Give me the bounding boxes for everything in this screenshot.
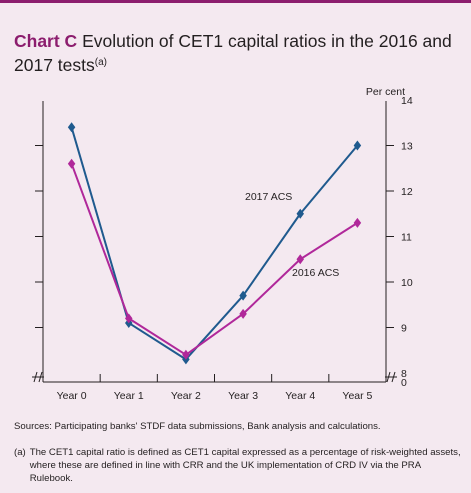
data-point — [239, 290, 247, 301]
y-tick-label: 13 — [401, 141, 413, 153]
footnote-text: The CET1 capital ratio is defined as CET… — [29, 447, 461, 484]
y-tick-label: 11 — [401, 232, 412, 244]
y-tick-label: 9 — [401, 323, 407, 335]
data-point — [125, 313, 133, 324]
x-tick-label: Year 4 — [285, 390, 315, 402]
footnote: (a) The CET1 capital ratio is defined as… — [14, 446, 464, 485]
series-label: 2016 ACS — [292, 267, 339, 279]
y-tick-label: 14 — [401, 95, 413, 107]
data-point — [239, 308, 247, 319]
y-tick-label: 12 — [401, 186, 413, 198]
line-chart: 8 9 10 11 12 13 14 0 Per cent Year 0 Year 1 Year 2 Y… — [32, 86, 413, 402]
x-tick-label: Year 2 — [171, 390, 201, 402]
data-point — [353, 140, 362, 151]
data-point — [353, 217, 362, 228]
data-point — [182, 349, 190, 360]
x-tick-label: Year 3 — [228, 390, 258, 402]
data-point — [67, 158, 76, 169]
data-point — [296, 254, 304, 265]
series-line-2017-acs — [70, 127, 359, 361]
x-tick-label: Year 1 — [114, 390, 144, 402]
y-tick-label: 10 — [401, 277, 413, 289]
y-axis-break-label: 0 — [401, 377, 407, 389]
title-note-marker: (a) — [94, 57, 107, 68]
y-tick-label: 8 — [401, 368, 407, 380]
chart-title-text: Evolution of CET1 capital ratios in the … — [14, 31, 452, 75]
chart-title: Chart C Evolution of CET1 capital ratios… — [14, 30, 459, 76]
series-line-2016-acs — [70, 163, 358, 356]
y-axis-label: Per cent — [366, 86, 405, 98]
x-tick-label: Year 5 — [342, 390, 372, 402]
chart-label: Chart C — [14, 31, 78, 51]
data-point — [296, 208, 304, 219]
data-point — [67, 122, 76, 133]
series-label: 2017 ACS — [245, 191, 292, 203]
x-tick-label: Year 0 — [57, 390, 87, 402]
top-rule — [0, 0, 471, 3]
footnote-marker: (a) — [14, 447, 26, 458]
sources-text: Sources: Participating banks' STDF data … — [14, 421, 381, 432]
